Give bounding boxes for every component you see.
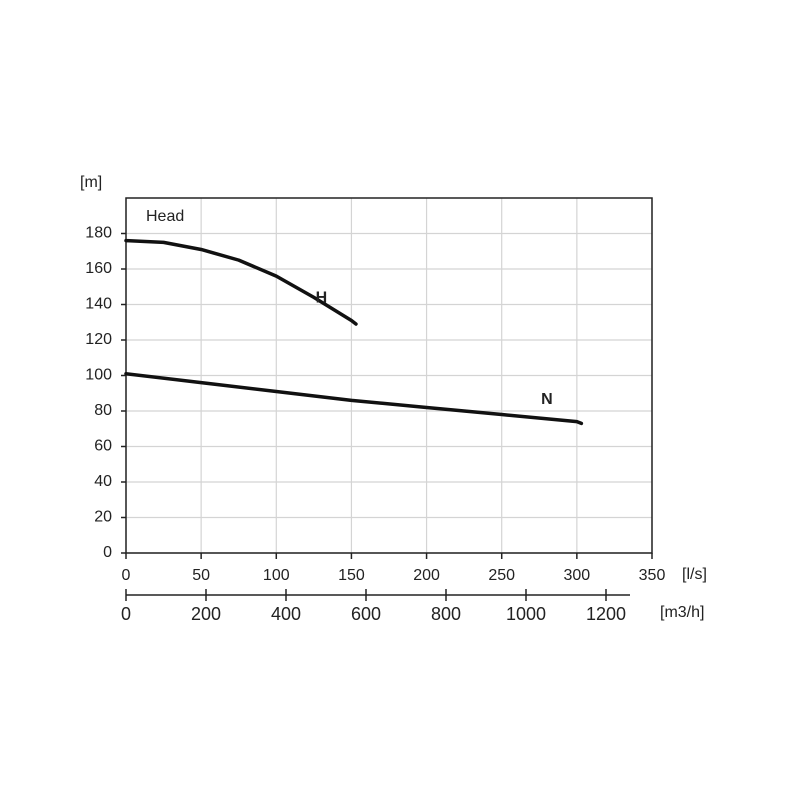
y-tick-label: 40 (94, 473, 112, 490)
y-tick-label: 180 (85, 225, 112, 242)
x-tick-label: 0 (122, 567, 131, 584)
x-tick-label: 300 (564, 567, 591, 584)
x2-tick-label: 600 (351, 604, 381, 624)
annotation: Head (146, 208, 184, 225)
y-tick-label: 0 (103, 544, 112, 561)
x2-tick-label: 1000 (506, 604, 546, 624)
y-tick-label: 20 (94, 509, 112, 526)
curve (124, 371, 584, 426)
x2-axis-label: [m3/h] (660, 604, 704, 621)
y-tick-label: 100 (85, 367, 112, 384)
x-tick-label: 100 (263, 567, 290, 584)
y-tick-label: 60 (94, 438, 112, 455)
y-tick-label: 80 (94, 402, 112, 419)
y-tick-label: 120 (85, 331, 112, 348)
y-tick-label: 140 (85, 296, 112, 313)
x2-tick-label: 800 (431, 604, 461, 624)
curve (124, 238, 358, 326)
y-axis-label: [m] (80, 174, 102, 191)
x-tick-label: 50 (192, 567, 210, 584)
x2-tick-label: 200 (191, 604, 221, 624)
series-label: N (541, 391, 553, 408)
y-tick-label: 160 (85, 260, 112, 277)
x2-tick-label: 0 (121, 604, 131, 624)
series-label: H (316, 290, 328, 307)
x-tick-label: 250 (488, 567, 515, 584)
x-tick-label: 350 (639, 567, 666, 584)
x2-tick-label: 1200 (586, 604, 626, 624)
x2-tick-label: 400 (271, 604, 301, 624)
x-axis-label: [l/s] (682, 566, 707, 583)
x-tick-label: 200 (413, 567, 440, 584)
x-tick-label: 150 (338, 567, 365, 584)
